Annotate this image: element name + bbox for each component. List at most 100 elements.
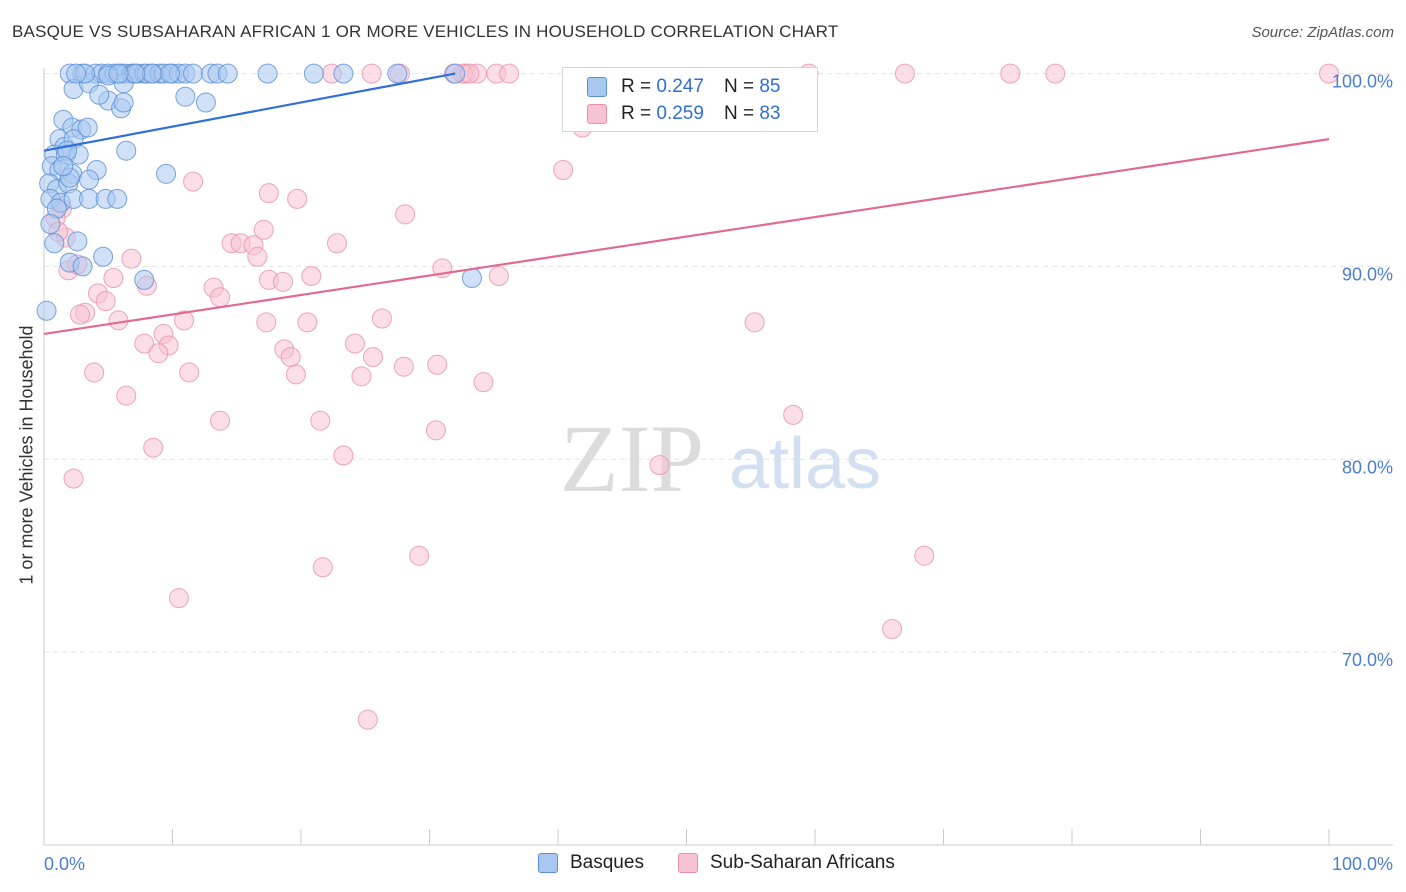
data-point-basques	[78, 188, 99, 209]
series-legend-subsaharan-label: Sub-Saharan Africans	[710, 852, 895, 873]
data-point-subsaharan	[95, 291, 116, 312]
data-point-basques	[156, 163, 177, 184]
data-point-subsaharan	[210, 287, 231, 308]
data-point-basques	[159, 63, 180, 84]
data-point-subsaharan	[179, 362, 200, 383]
legend-swatch-basques	[587, 77, 607, 97]
data-point-basques	[303, 63, 324, 84]
chart-title: BASQUE VS SUBSAHARAN AFRICAN 1 OR MORE V…	[12, 22, 839, 41]
legend-n-value-subsaharan: 83	[759, 103, 781, 124]
legend-swatch-subsaharan	[587, 104, 607, 124]
data-point-subsaharan	[649, 455, 670, 476]
data-point-subsaharan	[395, 204, 416, 225]
data-point-basques	[195, 92, 216, 113]
data-point-subsaharan	[258, 183, 279, 204]
data-point-subsaharan	[103, 268, 124, 288]
data-point-subsaharan	[183, 171, 204, 192]
legend-n-label: N =	[723, 103, 755, 124]
data-point-basques	[67, 231, 88, 252]
data-point-basques	[77, 117, 98, 138]
data-point-subsaharan	[473, 372, 494, 393]
data-point-basques	[78, 169, 99, 190]
trend-lines	[43, 72, 1330, 336]
data-point-subsaharan	[168, 588, 189, 609]
data-point-subsaharan	[84, 362, 105, 383]
series-legend: Basques Sub-Saharan Africans	[0, 852, 1406, 876]
data-point-subsaharan	[148, 343, 169, 364]
y-tick-label: 90.0%	[1342, 264, 1393, 284]
data-point-subsaharan	[1319, 63, 1339, 84]
trend-line-subsaharan	[43, 138, 1330, 336]
legend-n-value-basques: 85	[759, 76, 781, 97]
data-point-subsaharan	[108, 310, 129, 331]
data-point-basques	[66, 63, 87, 84]
legend-r-value-subsaharan: 0.259	[656, 103, 704, 124]
data-point-subsaharan	[326, 233, 347, 254]
data-point-subsaharan	[116, 385, 137, 406]
data-point-subsaharan	[174, 310, 195, 331]
axes	[43, 68, 1393, 846]
data-point-basques	[40, 214, 61, 234]
data-point-basques	[89, 84, 110, 105]
data-point-basques	[72, 256, 93, 277]
data-point-basques	[93, 246, 114, 267]
series-legend-subsaharan[interactable]: Sub-Saharan Africans	[678, 852, 895, 874]
series-legend-basques-label: Basques	[570, 852, 644, 873]
data-point-subsaharan	[143, 437, 164, 458]
data-point-subsaharan	[287, 188, 308, 209]
data-point-subsaharan	[894, 63, 915, 84]
data-point-subsaharan	[273, 271, 294, 292]
data-point-subsaharan	[253, 219, 274, 240]
data-point-subsaharan	[312, 557, 333, 578]
stats-legend: R = 0.247 N = 85 R = 0.259 N = 83	[562, 67, 818, 132]
watermark-atlas: atlas	[729, 424, 881, 504]
data-point-subsaharan	[783, 404, 804, 425]
data-point-subsaharan	[301, 266, 322, 287]
data-point-subsaharan	[310, 410, 331, 431]
y-tick-label: 70.0%	[1342, 650, 1393, 670]
data-point-subsaharan	[69, 304, 90, 325]
series-legend-basques[interactable]: Basques	[538, 852, 644, 874]
data-point-subsaharan	[333, 445, 354, 466]
data-point-basques	[257, 63, 278, 84]
legend-r-label: R =	[621, 103, 652, 124]
data-point-basques	[461, 268, 482, 288]
series-subsaharan-points	[45, 63, 1339, 730]
legend-r-value-basques: 0.247	[656, 76, 704, 97]
data-point-subsaharan	[247, 246, 268, 267]
y-tick-label: 80.0%	[1342, 457, 1393, 477]
legend-row-basques: R = 0.247 N = 85	[587, 75, 780, 99]
data-point-subsaharan	[63, 468, 84, 489]
data-point-basques	[333, 63, 354, 84]
x-tick-label-min: 0.0%	[44, 854, 85, 874]
data-point-basques	[134, 269, 155, 290]
legend-row-subsaharan: R = 0.259 N = 83	[587, 102, 780, 126]
legend-swatch-basques	[538, 853, 558, 873]
data-point-basques	[107, 188, 128, 209]
source-label: Source: ZipAtlas.com	[1251, 24, 1394, 41]
data-point-subsaharan	[285, 364, 306, 385]
data-point-basques	[183, 63, 204, 84]
data-point-subsaharan	[1045, 63, 1066, 84]
data-point-subsaharan	[393, 356, 414, 377]
data-point-basques	[44, 233, 65, 254]
data-point-subsaharan	[361, 63, 382, 84]
data-point-subsaharan	[427, 354, 448, 375]
tick-labels: 100.0% 90.0% 80.0% 70.0% 0.0% 100.0%	[44, 72, 1393, 874]
data-point-basques	[113, 92, 134, 113]
data-point-subsaharan	[488, 266, 509, 287]
data-point-subsaharan	[882, 619, 903, 639]
data-point-subsaharan	[256, 312, 277, 333]
data-point-subsaharan	[409, 545, 430, 566]
data-point-subsaharan	[914, 545, 935, 566]
data-point-subsaharan	[280, 347, 301, 368]
data-point-subsaharan	[425, 420, 446, 441]
watermark-zip: ZIP	[560, 405, 704, 512]
data-point-subsaharan	[362, 347, 383, 368]
data-point-subsaharan	[210, 410, 231, 431]
series-basques-points	[36, 63, 482, 321]
data-point-subsaharan	[351, 366, 372, 387]
data-point-basques	[387, 63, 408, 84]
data-point-subsaharan	[499, 63, 520, 84]
